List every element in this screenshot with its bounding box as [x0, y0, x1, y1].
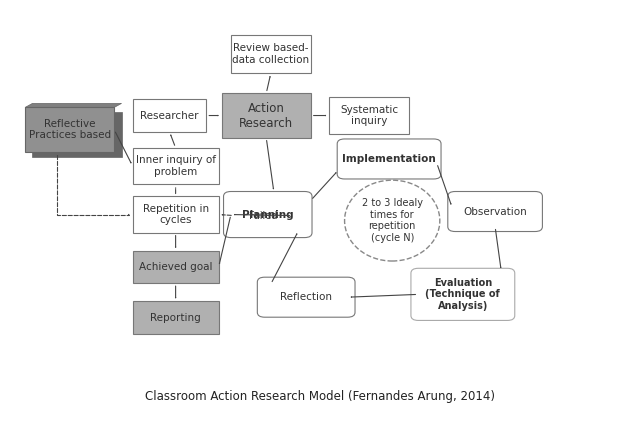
Text: Planning: Planning: [242, 210, 294, 219]
FancyBboxPatch shape: [132, 251, 219, 283]
Text: Systematic
inquiry: Systematic inquiry: [340, 105, 398, 126]
FancyBboxPatch shape: [223, 192, 312, 237]
Polygon shape: [33, 112, 122, 157]
Text: Action
Research: Action Research: [239, 101, 293, 130]
FancyBboxPatch shape: [132, 196, 219, 233]
FancyBboxPatch shape: [132, 148, 219, 184]
FancyBboxPatch shape: [231, 35, 311, 73]
Text: Reflective
Practices based: Reflective Practices based: [29, 119, 111, 141]
Polygon shape: [234, 200, 292, 231]
Text: Implementation: Implementation: [342, 154, 436, 164]
Ellipse shape: [344, 180, 440, 261]
FancyBboxPatch shape: [329, 97, 409, 134]
Text: Inner inquiry of
problem: Inner inquiry of problem: [136, 155, 216, 177]
Text: Reflection: Reflection: [280, 292, 332, 302]
FancyBboxPatch shape: [411, 268, 515, 320]
Text: 2 to 3 Idealy
times for
repetition
(cycle N): 2 to 3 Idealy times for repetition (cycl…: [362, 198, 422, 243]
Text: Achieved goal: Achieved goal: [139, 262, 212, 272]
Text: Classroom Action Research Model (Fernandes Arung, 2014): Classroom Action Research Model (Fernand…: [145, 390, 495, 403]
FancyBboxPatch shape: [337, 139, 441, 179]
FancyBboxPatch shape: [221, 93, 311, 138]
FancyBboxPatch shape: [132, 301, 219, 334]
FancyBboxPatch shape: [132, 99, 206, 132]
Text: Reporting: Reporting: [150, 313, 201, 322]
FancyBboxPatch shape: [257, 277, 355, 317]
Text: Evaluation
(Technique of
Analysis): Evaluation (Technique of Analysis): [426, 278, 500, 311]
Text: Observation: Observation: [463, 207, 527, 216]
Text: Repetition in
cycles: Repetition in cycles: [143, 204, 209, 225]
Text: Researcher: Researcher: [140, 111, 199, 120]
Polygon shape: [25, 104, 122, 107]
FancyBboxPatch shape: [448, 192, 543, 232]
Text: Failed: Failed: [249, 210, 277, 221]
FancyBboxPatch shape: [25, 107, 114, 152]
Text: Review based-
data collection: Review based- data collection: [232, 43, 309, 65]
